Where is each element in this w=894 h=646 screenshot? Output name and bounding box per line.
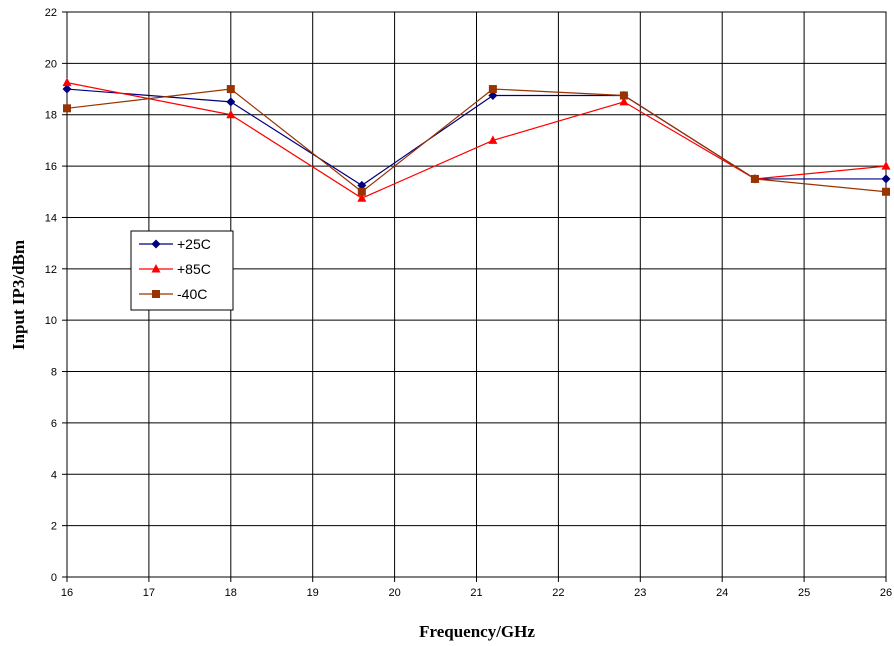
x-tick-label: 23 <box>634 587 646 599</box>
grid <box>62 11 887 582</box>
x-tick-label: 25 <box>798 587 810 599</box>
x-tick-label: 20 <box>388 587 400 599</box>
legend-box <box>130 230 234 311</box>
legend-label-3: -40C <box>177 286 207 302</box>
legend-marker-3 <box>152 290 160 298</box>
y-tick-labels: 0 2 4 6 8 10 12 14 16 18 20 22 <box>45 7 57 584</box>
y-tick-label: 8 <box>51 367 57 379</box>
y-tick-label: 6 <box>51 418 57 430</box>
data-point-series-3 <box>357 187 366 196</box>
data-point-series-3 <box>750 174 759 183</box>
data-point-series-1 <box>488 90 498 100</box>
data-point-series-1 <box>881 174 891 184</box>
y-tick-label: 4 <box>51 469 57 481</box>
x-tick-label: 17 <box>143 587 155 599</box>
data-point-series-2 <box>881 161 891 170</box>
data-point-series-1 <box>62 84 72 94</box>
y-tick-label: 20 <box>45 58 57 70</box>
data-point-series-3 <box>63 104 71 113</box>
data-point-series-1 <box>226 97 236 107</box>
x-tick-label: 18 <box>225 587 237 599</box>
legend-label-1: +25C <box>177 236 211 252</box>
series-group <box>62 77 891 202</box>
x-tick-label: 26 <box>880 587 892 599</box>
data-point-series-2 <box>488 135 498 144</box>
x-tick-label: 19 <box>307 587 319 599</box>
y-tick-label: 10 <box>45 315 57 327</box>
data-point-series-1 <box>357 180 367 190</box>
data-point-series-2 <box>62 77 72 87</box>
x-axis-title: Frequency/GHz <box>419 622 535 641</box>
y-tick-label: 2 <box>51 521 57 533</box>
y-tick-label: 16 <box>45 161 57 173</box>
data-point-series-2 <box>226 109 236 119</box>
x-tick-label: 21 <box>470 587 482 599</box>
legend-label-2: +85C <box>177 261 211 277</box>
data-point-series-3 <box>488 85 497 94</box>
data-point-series-3 <box>226 85 235 94</box>
data-point-series-3 <box>882 187 890 196</box>
data-point-series-2 <box>619 96 629 106</box>
y-tick-label: 0 <box>51 572 57 584</box>
data-point-series-2 <box>357 193 367 202</box>
x-tick-label: 22 <box>552 587 564 599</box>
data-point-series-3 <box>619 91 628 100</box>
y-axis-title: Input IP3/dBm <box>9 240 28 350</box>
y-tick-label: 14 <box>45 212 57 224</box>
y-tick-label: 22 <box>45 7 57 19</box>
x-tick-labels: 16 17 18 19 20 21 22 23 24 25 26 <box>61 587 892 599</box>
legend-marker-2 <box>151 264 161 273</box>
legend-marker-1 <box>151 239 161 249</box>
x-tick-label: 24 <box>716 587 728 599</box>
y-tick-label: 18 <box>45 110 57 122</box>
y-tick-label: 12 <box>45 264 57 276</box>
legend: +25C +85C -40C <box>130 230 234 311</box>
x-tick-label: 16 <box>61 587 73 599</box>
